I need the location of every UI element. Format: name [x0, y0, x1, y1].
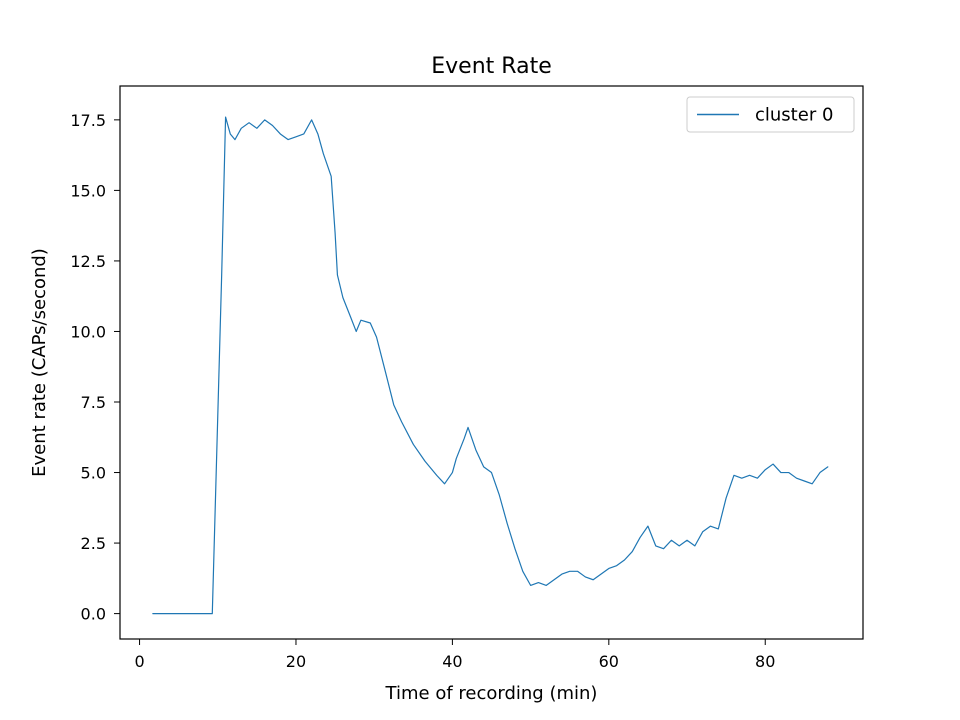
y-tick-label: 12.5 [70, 252, 106, 271]
legend-label-cluster-0: cluster 0 [755, 105, 833, 126]
y-tick-label: 17.5 [70, 111, 106, 130]
chart-title: Event Rate [431, 54, 551, 79]
y-tick-label: 5.0 [81, 464, 106, 483]
x-tick-label: 80 [755, 652, 775, 671]
y-tick-label: 0.0 [81, 605, 106, 624]
plot-frame [119, 85, 864, 640]
plot-area [119, 85, 864, 640]
y-tick-label: 15.0 [70, 181, 106, 200]
y-tick-label: 2.5 [81, 534, 106, 553]
legend-box [686, 96, 855, 133]
legend: cluster 0 [686, 96, 855, 133]
x-axis: 0 20 40 60 80 [134, 639, 775, 671]
x-axis-title: Time of recording (min) [385, 683, 598, 704]
y-axis: 0.0 2.5 5.0 7.5 10.0 12.5 15.0 17.5 [70, 111, 120, 624]
x-tick-label: 60 [599, 652, 619, 671]
x-tick-label: 0 [134, 652, 144, 671]
y-tick-label: 7.5 [81, 393, 106, 412]
x-tick-label: 20 [286, 652, 306, 671]
y-tick-label: 10.0 [70, 322, 106, 341]
y-axis-title: Event rate (CAPs/second) [29, 248, 50, 477]
series-line-cluster-0 [152, 116, 829, 615]
x-tick-label: 40 [442, 652, 462, 671]
